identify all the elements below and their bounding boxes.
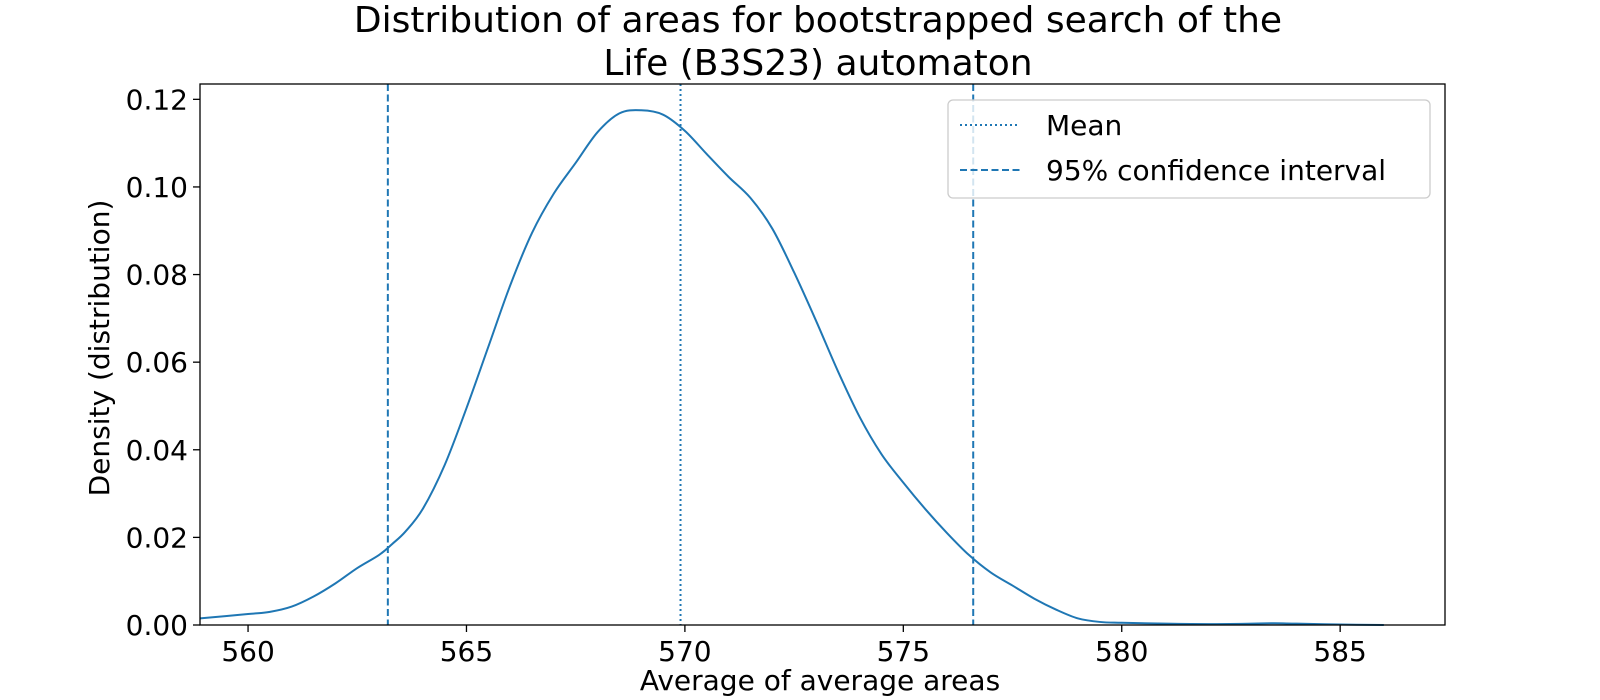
x-tick-label: 560 bbox=[221, 635, 274, 668]
y-axis-label: Density (distribution) bbox=[83, 200, 116, 497]
x-axis-label: Average of average areas bbox=[640, 664, 1000, 697]
chart-title: Distribution of areas for bootstrapped s… bbox=[354, 0, 1282, 84]
legend-label-ci: 95% confidence interval bbox=[1046, 154, 1386, 187]
chart-title-line-2: Life (B3S23) automaton bbox=[603, 43, 1032, 84]
chart-title-line-1: Distribution of areas for bootstrapped s… bbox=[354, 0, 1282, 41]
legend-label-mean: Mean bbox=[1046, 109, 1122, 142]
y-tick-label: 0.02 bbox=[126, 521, 188, 554]
x-tick-label: 580 bbox=[1095, 635, 1148, 668]
y-tick-label: 0.10 bbox=[126, 171, 188, 204]
legend: Mean 95% confidence interval bbox=[947, 99, 1431, 199]
y-tick-label: 0.04 bbox=[126, 434, 188, 467]
x-tick-label: 585 bbox=[1313, 635, 1366, 668]
x-tick-label: 570 bbox=[658, 635, 711, 668]
plot-frame bbox=[199, 83, 1446, 626]
y-tick-label: 0.12 bbox=[126, 83, 188, 116]
legend-box bbox=[947, 99, 1431, 199]
y-tick-label: 0.08 bbox=[126, 259, 188, 292]
y-tick-label: 0.00 bbox=[126, 609, 188, 642]
x-tick-label: 575 bbox=[877, 635, 930, 668]
x-tick-label: 565 bbox=[440, 635, 493, 668]
x-axis-ticks: 560 565 570 575 580 585 bbox=[221, 625, 1367, 668]
y-tick-label: 0.06 bbox=[126, 346, 188, 379]
density-curve bbox=[199, 109, 1384, 626]
y-axis-ticks: 0.00 0.02 0.04 0.06 0.08 0.10 0.12 bbox=[126, 83, 200, 642]
